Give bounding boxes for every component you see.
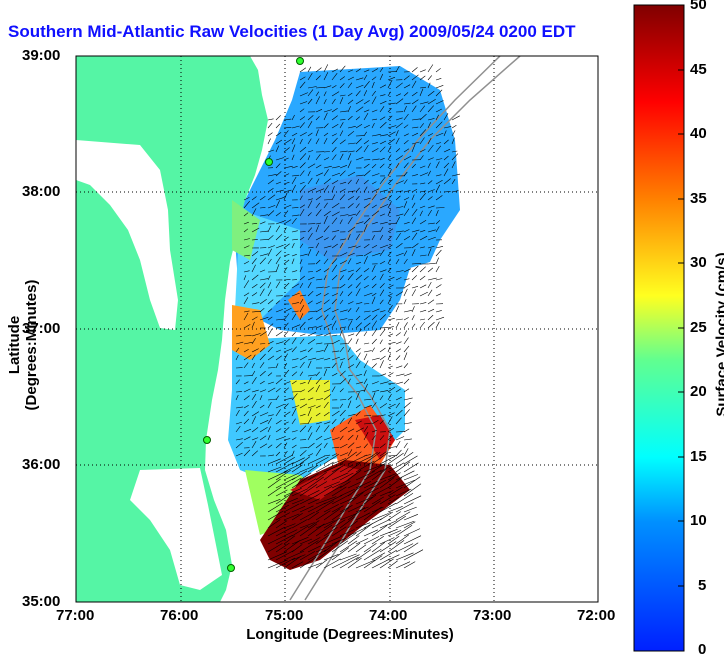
colorbar-tick-label: 5 xyxy=(698,577,707,594)
velocity-vectors xyxy=(235,64,461,569)
colorbar-tick-label: 25 xyxy=(690,319,707,336)
x-tick-label: 72:00 xyxy=(577,607,616,624)
x-tick-label: 76:00 xyxy=(160,607,199,624)
grid-lines xyxy=(76,56,598,602)
y-tick-label: 39:00 xyxy=(22,47,61,64)
colorbar-tick-label: 45 xyxy=(690,61,707,78)
depth-contours xyxy=(289,56,521,601)
y-tick-label: 36:00 xyxy=(22,456,61,473)
colorbar-tick-label: 20 xyxy=(690,383,707,400)
y-tick-label: 35:00 xyxy=(22,593,61,610)
x-tick-label: 77:00 xyxy=(56,607,95,624)
x-tick-label: 73:00 xyxy=(473,607,512,624)
colorbar-tick-label: 10 xyxy=(690,512,707,529)
hf-radar-sites xyxy=(203,57,304,572)
x-tick-label: 75:00 xyxy=(265,607,304,624)
colorbar-tick-label: 30 xyxy=(690,254,707,271)
bay-water xyxy=(76,140,178,330)
y-tick-label: 38:00 xyxy=(22,183,61,200)
delaware-bay xyxy=(255,60,292,92)
colorbar-ticks xyxy=(678,4,684,587)
y-axis-label: Latitude (Degrees:Minutes) xyxy=(6,279,40,411)
radar-site xyxy=(265,158,273,166)
colorbar xyxy=(633,4,685,652)
colorbar-tick-label: 50 xyxy=(690,0,707,13)
y-tick-label: 37:00 xyxy=(22,320,61,337)
colorbar-tick-label: 35 xyxy=(690,190,707,207)
map-title: Southern Mid-Atlantic Raw Velocities (1 … xyxy=(8,22,576,41)
colorbar-tick-label: 40 xyxy=(690,125,707,142)
plot-frame xyxy=(75,55,599,603)
radar-site xyxy=(296,57,304,65)
sound-water xyxy=(130,468,222,590)
x-tick-label: 74:00 xyxy=(369,607,408,624)
colorbar-label: Surface Velocity (cm/s) xyxy=(713,252,724,417)
colorbar-tick-label: 0 xyxy=(698,641,707,658)
colorbar-tick-label: 15 xyxy=(690,448,707,465)
radar-site xyxy=(227,564,235,572)
radar-site xyxy=(203,436,211,444)
x-axis-label: Longitude (Degrees:Minutes) xyxy=(246,626,454,643)
